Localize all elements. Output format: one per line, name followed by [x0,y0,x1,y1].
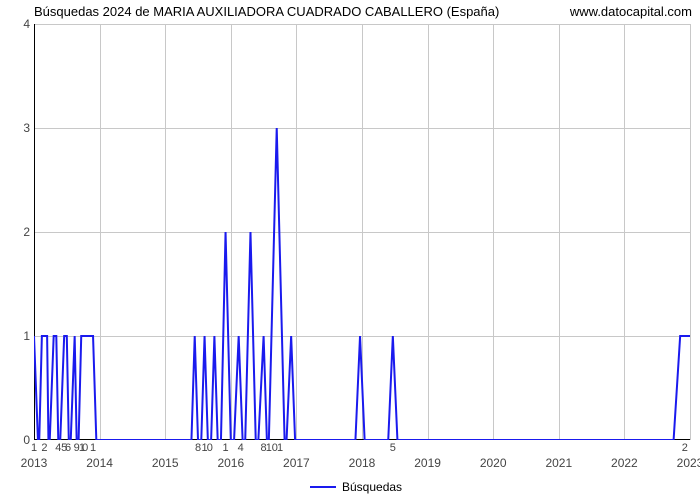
value-label: 1 [277,442,283,454]
legend: Búsquedas [310,480,402,494]
legend-swatch [310,486,336,488]
legend-label: Búsquedas [342,480,402,494]
value-label: 6 [65,442,71,454]
chart-title: Búsquedas 2024 de MARIA AUXILIADORA CUAD… [34,4,499,19]
source-url: www.datocapital.com [570,4,692,19]
value-label: 2 [41,442,47,454]
x-tick-label: 2021 [545,456,572,470]
x-tick-label: 2019 [414,456,441,470]
y-tick-label: 4 [23,17,30,31]
x-tick-label: 2014 [86,456,113,470]
value-label: 5 [390,442,396,454]
y-tick-label: 0 [23,433,30,447]
grid-line-v [690,24,691,440]
plot-area: 0123420132014201520162017201820192020202… [34,24,690,440]
data-line [34,24,690,440]
x-tick-label: 2016 [217,456,244,470]
x-tick-label: 2017 [283,456,310,470]
y-tick-label: 2 [23,225,30,239]
x-tick-label: 2018 [349,456,376,470]
x-tick-label: 2013 [21,456,48,470]
value-label: 1 [31,442,37,454]
x-tick-label: 2023 [677,456,700,470]
value-label: 8 [195,442,201,454]
value-label: 0 [82,442,88,454]
value-label: 0 [207,442,213,454]
value-label: 4 [238,442,244,454]
y-tick-label: 1 [23,329,30,343]
y-tick-label: 3 [23,121,30,135]
value-label: 1 [222,442,228,454]
value-label: 2 [682,442,688,454]
x-tick-label: 2015 [152,456,179,470]
value-label: 1 [90,442,96,454]
x-tick-label: 2022 [611,456,638,470]
x-tick-label: 2020 [480,456,507,470]
